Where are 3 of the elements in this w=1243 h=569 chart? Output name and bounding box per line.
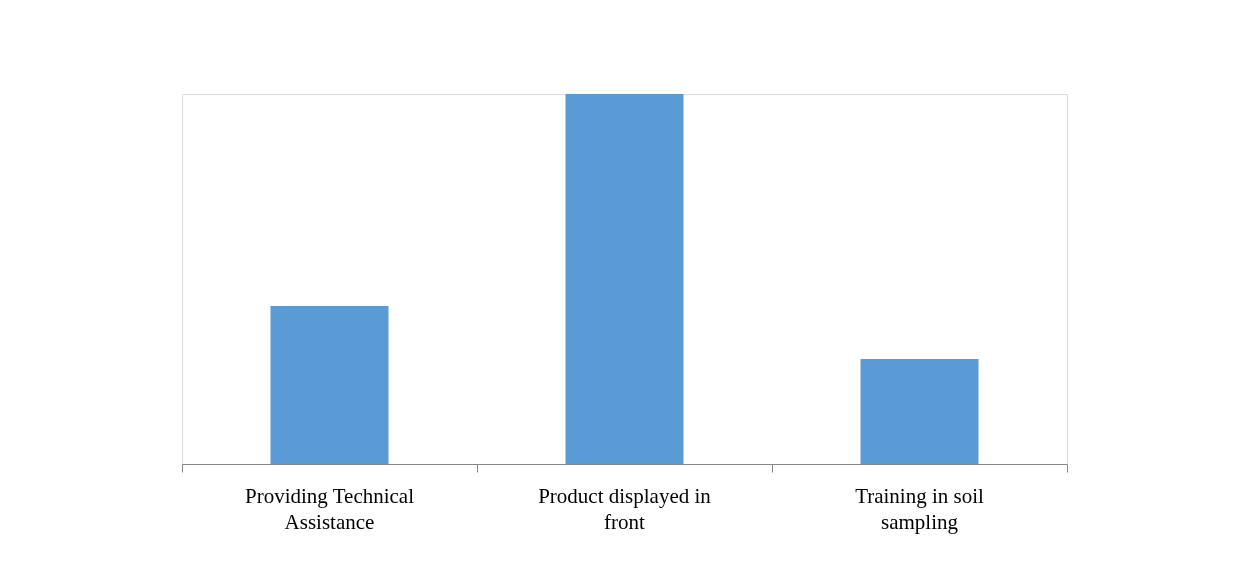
x-tick-label: Product displayed in front — [538, 484, 712, 534]
x-tick-label: Training in soil sampling — [855, 484, 985, 534]
x-tick-label: Providing Technical Assistance — [244, 484, 415, 534]
